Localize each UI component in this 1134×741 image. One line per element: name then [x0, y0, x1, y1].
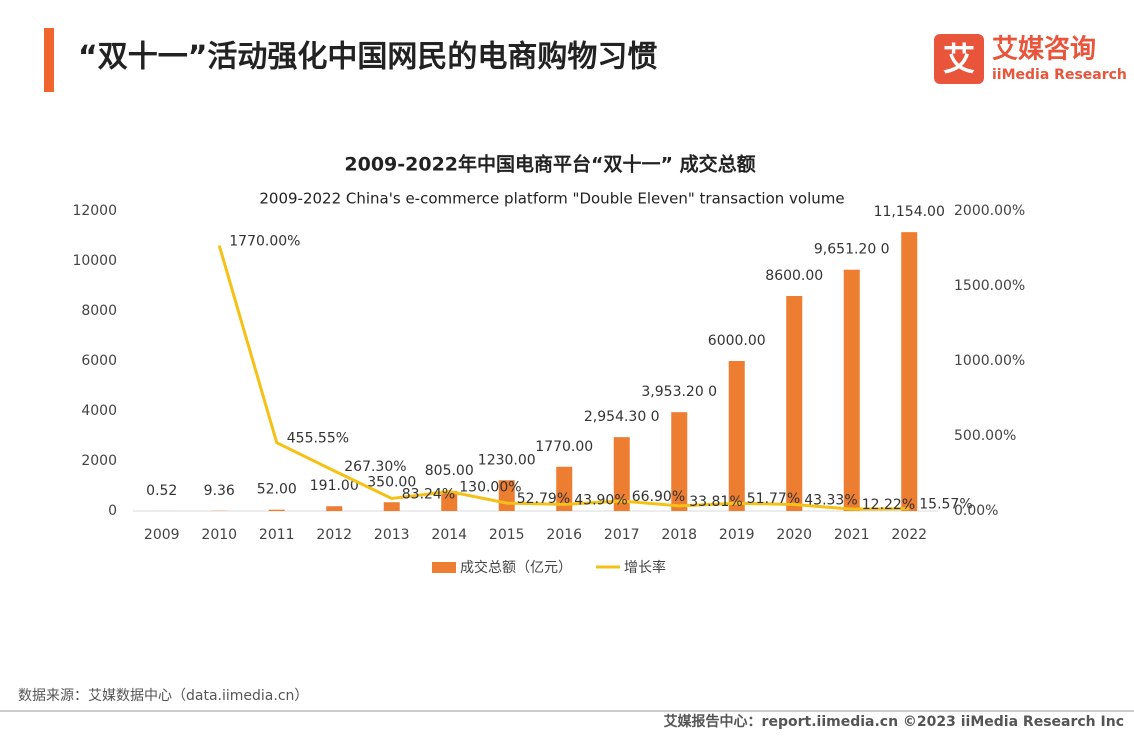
- bar: [384, 502, 400, 511]
- bar-value-label: 3,953.20 0: [641, 384, 717, 400]
- y-tick-label: 10000: [72, 253, 117, 269]
- y-tick-label: 2000: [81, 453, 117, 469]
- bar-value-label: 9.36: [204, 483, 235, 499]
- line-value-label: 15.57%: [919, 497, 972, 513]
- line-value-label: 33.81%: [689, 494, 742, 510]
- x-tick-label: 2017: [604, 527, 640, 543]
- x-tick-label: 2009: [144, 527, 180, 543]
- line-value-label: 43.33%: [804, 493, 857, 509]
- bar-value-label: 9,651.20 0: [814, 242, 890, 258]
- bar: [786, 296, 802, 511]
- y2-tick-label: 1000.00%: [954, 353, 1025, 369]
- source: 数据来源：艾媒数据中心（data.iimedia.cn）: [18, 688, 308, 704]
- logo-glyph: 艾: [943, 40, 975, 78]
- y2-tick-label: 1500.00%: [954, 278, 1025, 294]
- bar-value-label: 52.00: [257, 482, 297, 498]
- line-value-label: 455.55%: [287, 431, 349, 447]
- page-title: “双十一”活动强化中国网民的电商购物习惯: [78, 40, 657, 75]
- x-tick-label: 2015: [489, 527, 525, 543]
- x-tick-label: 2013: [374, 527, 410, 543]
- bar-value-label: 11,154.00: [874, 204, 945, 220]
- y-tick-label: 8000: [81, 303, 117, 319]
- legend-label: 增长率: [624, 559, 666, 576]
- bar-value-label: 1230.00: [478, 452, 536, 468]
- line-value-label: 1770.00%: [229, 234, 300, 250]
- line-value-label: 12.22%: [862, 497, 915, 513]
- bar-value-label: 8600.00: [765, 268, 823, 284]
- line-value-label: 83.24%: [402, 487, 455, 503]
- x-tick-label: 2012: [316, 527, 352, 543]
- bar-value-label: 0.52: [146, 483, 177, 499]
- bar: [326, 506, 342, 511]
- x-tick-label: 2021: [834, 527, 870, 543]
- y-tick-label: 0: [108, 503, 117, 519]
- bar: [269, 510, 285, 511]
- brand-cn: 艾媒咨询: [992, 34, 1096, 65]
- x-tick-label: 2016: [546, 527, 582, 543]
- y-tick-label: 6000: [81, 353, 117, 369]
- x-tick-label: 2020: [776, 527, 812, 543]
- bar-value-label: 6000.00: [708, 333, 766, 349]
- line-value-label: 43.90%: [574, 492, 627, 508]
- title-accent: [44, 28, 54, 92]
- y-tick-label: 4000: [81, 403, 117, 419]
- legend-swatch: [432, 562, 456, 573]
- y2-tick-label: 2000.00%: [954, 203, 1025, 219]
- line-value-label: 130.00%: [459, 480, 521, 496]
- x-tick-label: 2022: [891, 527, 927, 543]
- bar-value-label: 1770.00: [535, 439, 593, 455]
- x-tick-label: 2014: [431, 527, 467, 543]
- line-value-label: 51.77%: [747, 491, 800, 507]
- bar-value-label: 805.00: [425, 463, 474, 479]
- footer: 艾媒报告中心：report.iimedia.cn ©2023 iiMedia R…: [664, 713, 1124, 730]
- bar: [729, 361, 745, 511]
- x-tick-label: 2018: [661, 527, 697, 543]
- x-tick-label: 2011: [259, 527, 295, 543]
- brand-en: iiMedia Research: [992, 67, 1127, 83]
- y-tick-label: 12000: [72, 203, 117, 219]
- y2-tick-label: 500.00%: [954, 428, 1016, 444]
- line-value-label: 52.79%: [517, 491, 570, 507]
- chart-title: 2009-2022年中国电商平台“双十一” 成交总额: [344, 153, 755, 176]
- bar: [844, 270, 860, 511]
- x-tick-label: 2019: [719, 527, 755, 543]
- chart-subtitle: 2009-2022 China's e-commerce platform "D…: [259, 190, 844, 208]
- x-tick-label: 2010: [201, 527, 237, 543]
- line-value-label: 267.30%: [344, 459, 406, 475]
- legend-label: 成交总额（亿元）: [460, 559, 572, 576]
- line-value-label: 66.90%: [632, 489, 685, 505]
- bar: [901, 232, 917, 511]
- bar-value-label: 2,954.30 0: [584, 409, 660, 425]
